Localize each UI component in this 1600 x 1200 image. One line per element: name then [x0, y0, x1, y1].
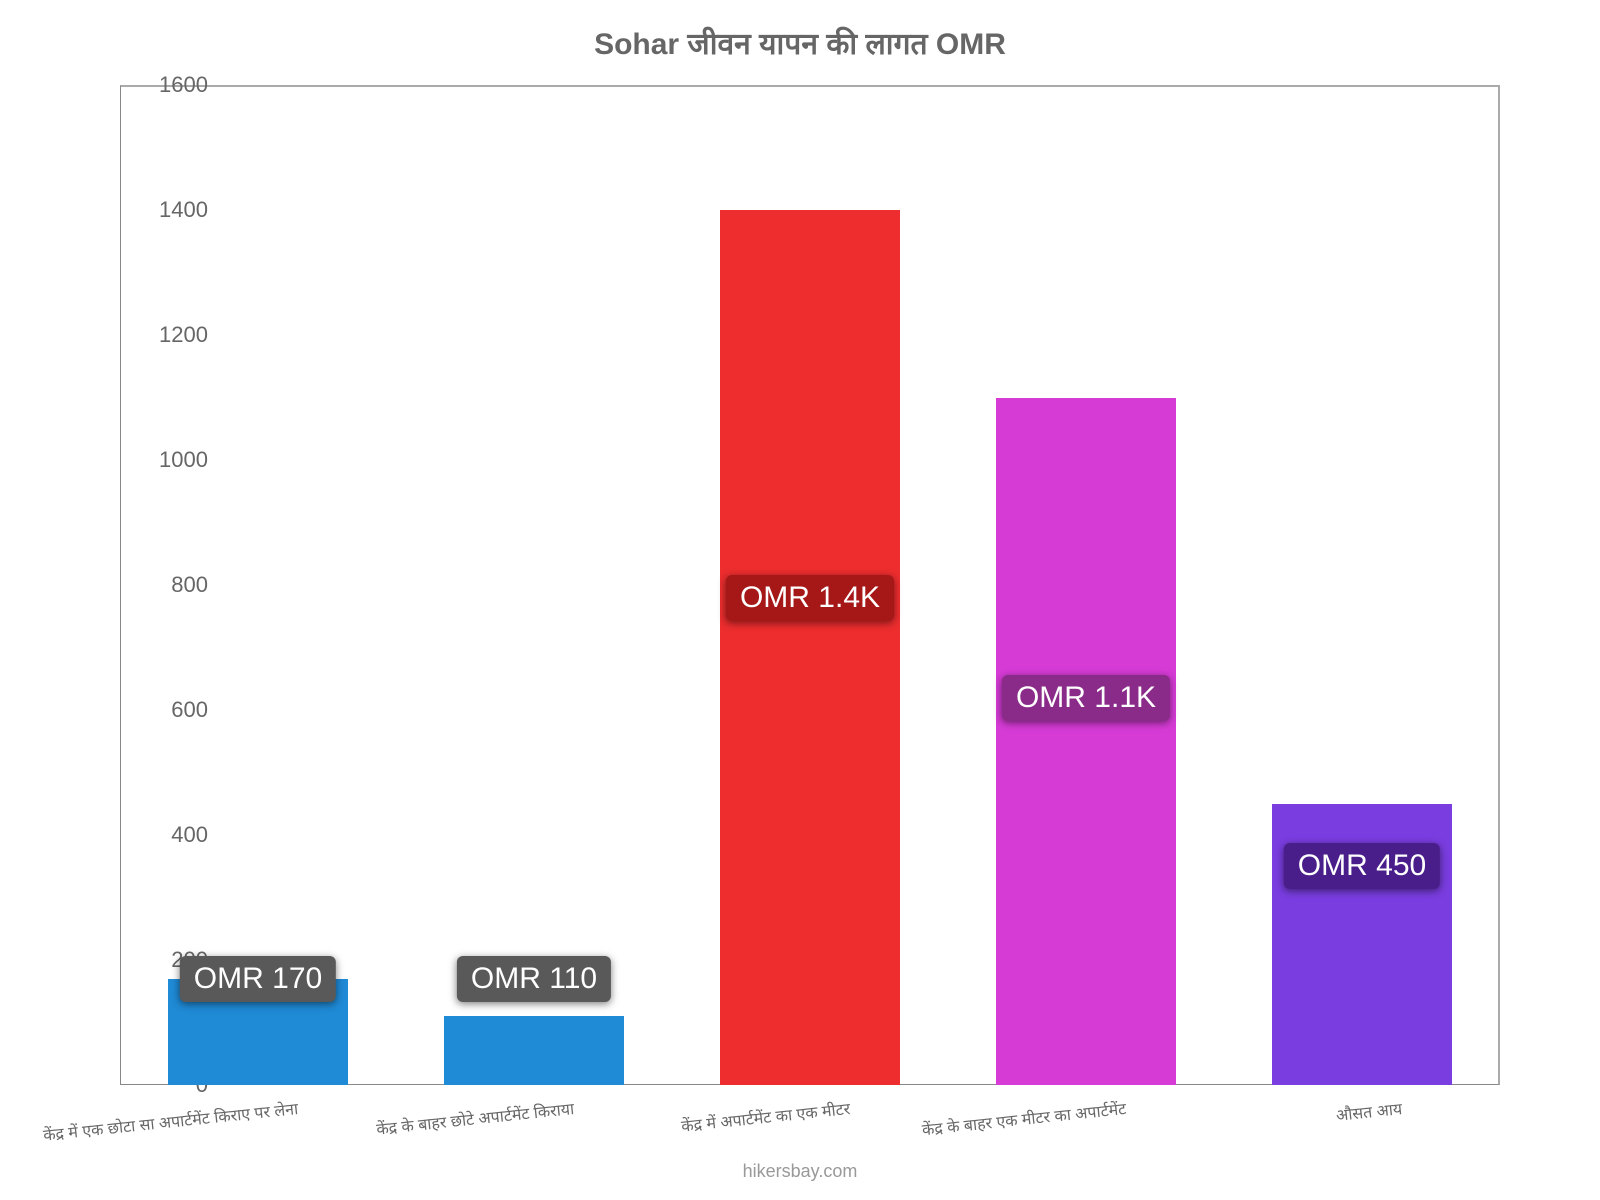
- value-badge: OMR 450: [1284, 843, 1440, 889]
- y-axis-tick: 800: [128, 572, 208, 598]
- bar: [720, 210, 899, 1085]
- y-axis-tick: 400: [128, 822, 208, 848]
- y-axis-tick: 1200: [128, 322, 208, 348]
- y-axis-tick: 600: [128, 697, 208, 723]
- bar: [444, 1016, 623, 1085]
- value-badge: OMR 1.1K: [1002, 675, 1170, 721]
- y-axis-tick: 1400: [128, 197, 208, 223]
- chart-container: Sohar जीवन यापन की लागत OMR hikersbay.co…: [0, 0, 1600, 1200]
- value-badge: OMR 170: [180, 956, 336, 1002]
- value-badge: OMR 1.4K: [726, 575, 894, 621]
- value-badge: OMR 110: [457, 956, 611, 1002]
- y-axis-tick: 1600: [128, 72, 208, 98]
- attribution-text: hikersbay.com: [0, 1161, 1600, 1182]
- bar: [996, 398, 1175, 1086]
- y-axis-tick: 1000: [128, 447, 208, 473]
- chart-title: Sohar जीवन यापन की लागत OMR: [0, 22, 1600, 63]
